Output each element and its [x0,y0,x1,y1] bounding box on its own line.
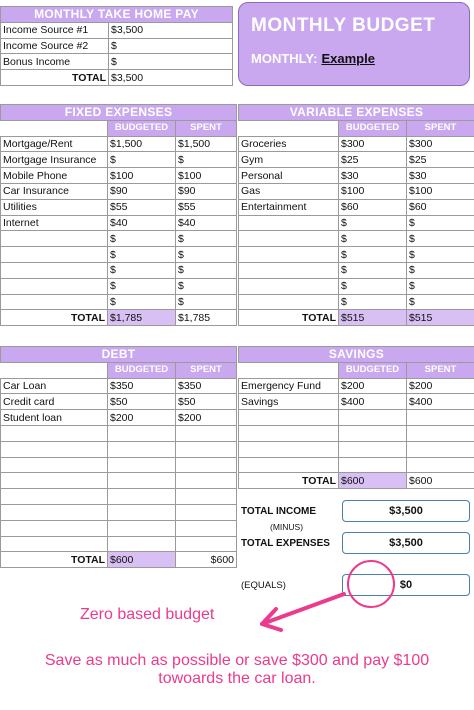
debt-total-spent[interactable]: $600 [174,551,238,569]
minus-label: (MINUS) [270,522,304,532]
advice-line-1: Save as much as possible or save $300 an… [44,652,430,669]
fixed-total-label: TOTAL [0,309,108,327]
variable-spent-cell[interactable]: $25 [405,151,474,169]
fixed-budgeted-cell[interactable]: $40 [107,214,176,232]
fixed-item-label[interactable]: Utilities [0,198,108,216]
variable-row: $ $ [238,246,474,263]
equals-label: (EQUALS) [241,580,286,591]
fixed-budgeted-cell[interactable]: $90 [107,182,176,200]
fixed-title: FIXED EXPENSES [0,104,238,121]
fixed-item-label[interactable]: Mortgage Insurance [0,151,108,169]
arrow-head [260,607,283,632]
variable-total-budgeted[interactable]: $515 [338,309,407,327]
savings-total-budgeted[interactable]: $600 [338,472,407,490]
variable-item-label[interactable]: Entertainment [238,198,339,216]
savings-row: Savings $400 $400 [238,393,474,411]
variable-item-label[interactable]: Groceries [238,135,339,153]
debt-row [0,488,238,505]
debt-item-label[interactable]: Student loan [0,409,108,426]
monthly-budget-title: MONTHLY BUDGET [251,15,436,36]
debt-table: DEBT BUDGETED SPENT Car Loan $350 $350 Cred… [0,346,238,569]
take-home-table: MONTHLY TAKE HOME PAY Income Source #1 $3… [0,6,233,86]
zero-highlight-circle [347,560,395,608]
monthly-label-row: MONTHLY: Example [251,51,375,66]
take-home-total-value[interactable]: $3,500 [108,69,233,86]
savings-total-label: TOTAL [238,472,339,490]
monthly-label: MONTHLY: [251,51,318,66]
variable-row: Groceries $300 $300 [238,135,474,153]
variable-row: $ $ [238,277,474,295]
fixed-row: Internet $40 $40 [0,214,238,232]
savings-table: SAVINGS BUDGETED SPENT Emergency Fund $20… [238,346,474,490]
savings-total-spent[interactable]: $600 [406,472,474,490]
zero-based-note: Zero based budget [80,606,215,623]
debt-total-budgeted[interactable]: $600 [107,551,176,569]
debt-spent-header: SPENT [174,361,238,379]
fixed-row: Car Insurance $90 $90 [0,182,238,200]
take-home-total-label: TOTAL [0,69,109,86]
debt-row: Student loan $200 $200 [0,409,238,426]
fixed-item-label[interactable]: Car Insurance [0,182,108,200]
debt-row [0,456,238,474]
fixed-row: Mortgage Insurance $ $ [0,151,238,169]
take-home-title: MONTHLY TAKE HOME PAY [0,6,233,23]
total-expenses-label: TOTAL EXPENSES [241,538,330,549]
savings-row [238,456,474,474]
variable-title: VARIABLE EXPENSES [237,104,474,121]
total-income-label: TOTAL INCOME [241,506,316,517]
fixed-row: Mobile Phone $100 $100 [0,167,238,184]
fixed-total-budgeted[interactable]: $1,785 [107,309,176,327]
fixed-spent-cell[interactable]: $40 [174,214,238,232]
equals-box[interactable]: $0 [342,574,470,596]
variable-row: Personal $30 $30 [238,167,474,184]
variable-row: $ $ [238,293,474,311]
variable-row: Gas $100 $100 [238,182,474,200]
debt-row [0,472,238,490]
variable-row: $ $ [238,230,474,248]
fixed-row: Utilities $55 $55 [0,198,238,216]
variable-total-label: TOTAL [238,309,339,327]
total-expenses-box[interactable]: $3,500 [342,532,470,554]
debt-spent-cell[interactable]: $200 [174,409,238,426]
savings-title: SAVINGS [238,346,474,363]
income-label: Income Source #1 [0,21,109,39]
fixed-total-spent[interactable]: $1,785 [174,309,238,327]
savings-row [238,440,474,458]
monthly-budget-box: MONTHLY BUDGET MONTHLY: Example [238,2,470,86]
variable-expenses-table: VARIABLE EXPENSES BUDGETED SPENT Groceri… [237,104,474,327]
fixed-expenses-table: FIXED EXPENSES BUDGETED SPENT Mortgage/R… [0,104,238,327]
variable-budgeted-cell[interactable]: $300 [338,135,407,153]
fixed-spent-cell[interactable]: $55 [174,198,238,216]
savings-budgeted-header: BUDGETED [338,361,407,379]
variable-row: $ $ [238,261,474,279]
debt-budgeted-cell[interactable]: $50 [107,393,176,411]
arrow-shaft [260,592,346,626]
savings-row [238,409,474,426]
savings-item-label[interactable]: Savings [238,393,339,411]
take-home-row: Income Source #1 $3,500 [0,21,233,39]
fixed-item-label[interactable]: Mortgage/Rent [0,135,108,153]
fixed-budgeted-header: BUDGETED [107,119,176,137]
variable-spent-cell[interactable]: $300 [405,135,474,153]
fixed-row: $ $ [0,230,238,248]
advice-line-2: towoards the car loan. [158,670,316,687]
debt-total-label: TOTAL [0,551,108,569]
savings-item-label[interactable]: Emergency Fund [238,377,339,395]
monthly-name[interactable]: Example [321,51,375,66]
advice-note: Save as much as possible or save $300 an… [0,652,474,688]
total-income-box[interactable]: $3,500 [342,500,470,522]
